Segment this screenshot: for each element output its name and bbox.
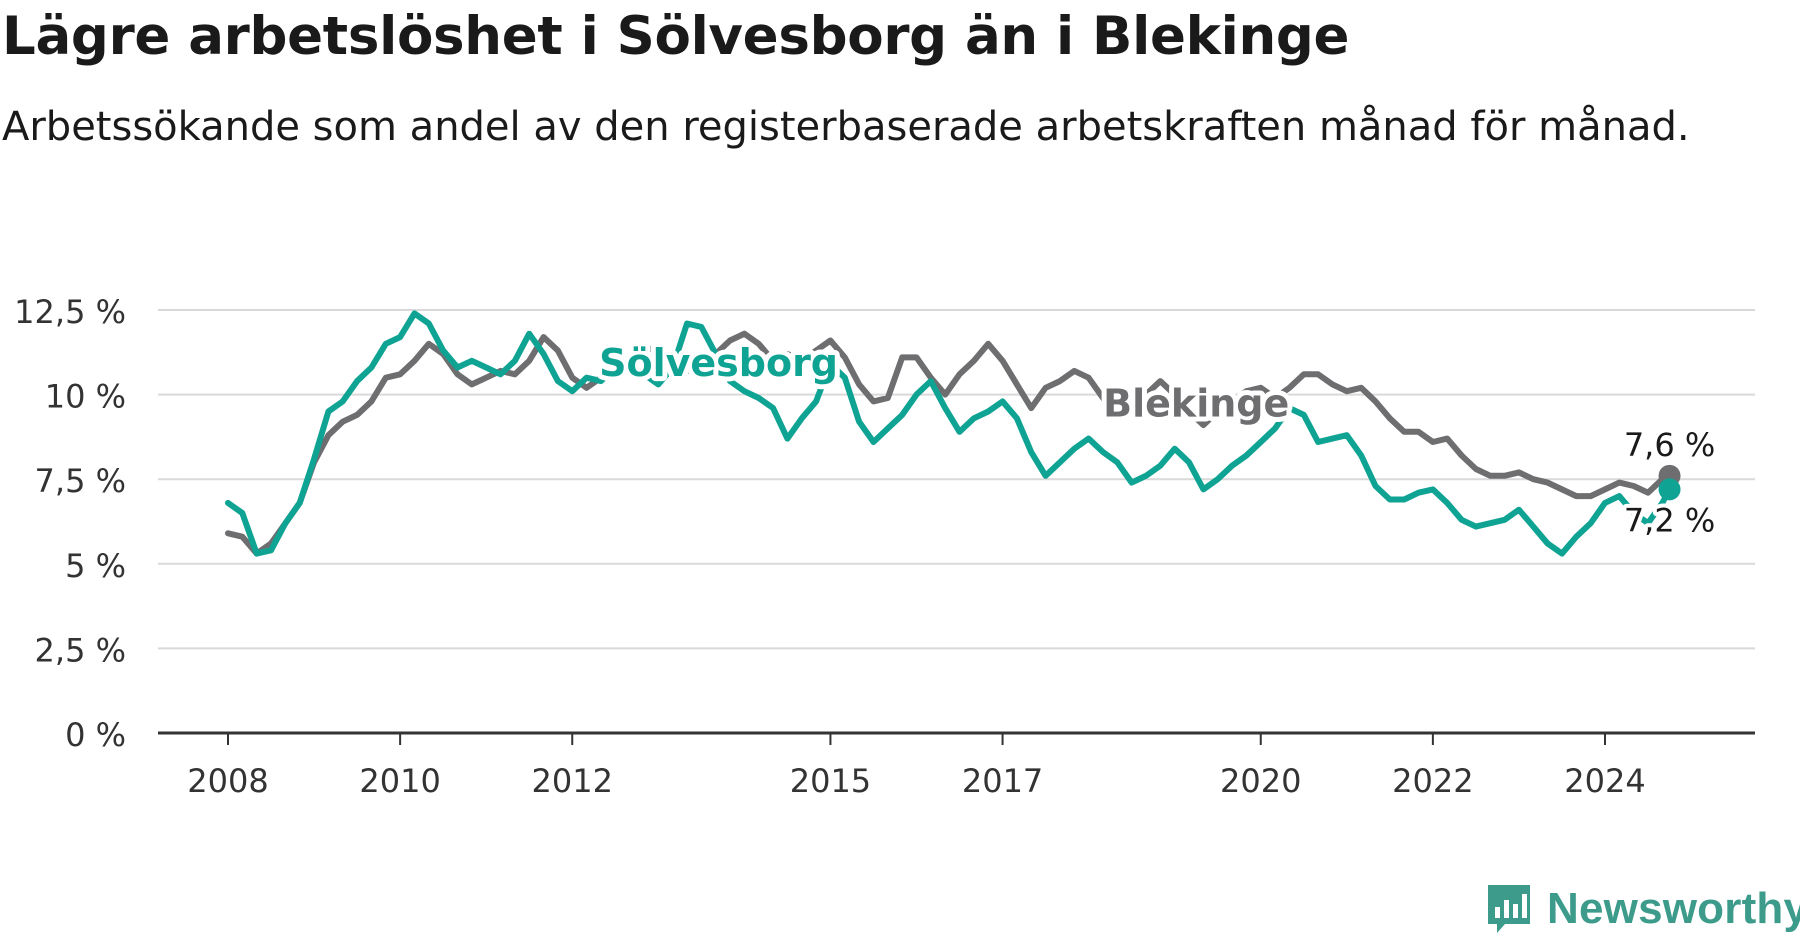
chart-subtitle: Arbetssökande som andel av den registerb…: [2, 104, 1690, 150]
chart-title: Lägre arbetslöshet i Sölvesborg än i Ble…: [2, 6, 1350, 67]
x-tick-label: 2015: [790, 762, 871, 800]
end-value-label-solvesborg: 7,2 %: [1624, 501, 1715, 539]
x-tick-label: 2008: [187, 762, 268, 800]
series-label-solvesborg: Sölvesborg: [599, 341, 838, 385]
bar-chart-speech-bubble-icon: [1488, 885, 1530, 933]
end-value-label-blekinge: 7,6 %: [1624, 426, 1715, 464]
x-tick-label: 2017: [962, 762, 1043, 800]
newsworthy-logo: Newsworthy: [1485, 882, 1800, 936]
series-line-solvesborg: [225, 310, 1673, 557]
series-label-blekinge: Blekinge: [1103, 382, 1289, 426]
end-point-solvesborg: [1658, 478, 1681, 501]
series-line-blekinge: [225, 330, 1673, 557]
y-tick-label: 10 %: [45, 378, 126, 416]
x-tick-label: 2012: [532, 762, 613, 800]
series-label-halo-solvesborg: Sölvesborg: [599, 341, 838, 385]
y-tick-label: 12,5 %: [14, 293, 126, 331]
series-label-halo-blekinge: Blekinge: [1103, 382, 1289, 426]
logo-text: Newsworthy: [1547, 884, 1800, 933]
y-tick-label: 5 %: [65, 547, 126, 585]
x-tick-label: 2024: [1564, 762, 1645, 800]
end-value-halo-blekinge: 7,6 %: [1624, 426, 1715, 464]
x-tick-label: 2020: [1220, 762, 1301, 800]
x-tick-label: 2010: [359, 762, 440, 800]
x-tick-label: 2022: [1392, 762, 1473, 800]
y-tick-label: 0 %: [65, 716, 126, 754]
end-value-halo-solvesborg: 7,2 %: [1624, 501, 1715, 539]
y-tick-label: 7,5 %: [35, 462, 126, 500]
y-tick-label: 2,5 %: [35, 631, 126, 669]
